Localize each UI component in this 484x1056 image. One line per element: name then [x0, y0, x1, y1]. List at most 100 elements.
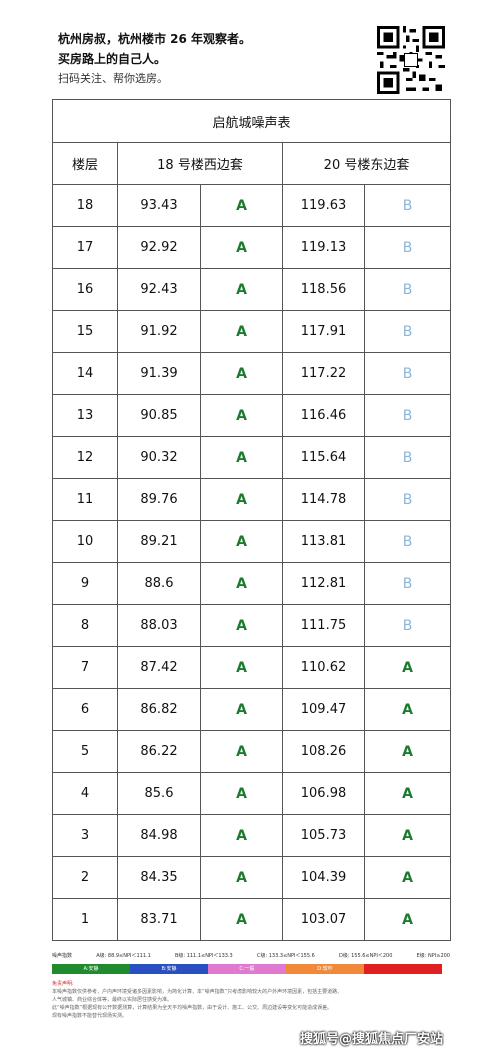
b20-grade-cell: B — [363, 310, 452, 353]
floor-cell: 4 — [52, 772, 118, 815]
b18-value-cell: 90.85 — [117, 394, 201, 437]
qr-code-icon[interactable] — [377, 26, 445, 94]
b20-value-cell: 117.91 — [282, 310, 365, 353]
b20-value-cell: 111.75 — [282, 604, 365, 647]
table-row: 11 89.76 A 114.78 B — [52, 478, 452, 521]
header-text: 杭州房叔，杭州楼市 26 年观察者。 买房路上的自己人。 扫码关注、帮你选房。 — [58, 30, 358, 87]
b20-value-cell: 112.81 — [282, 562, 365, 605]
legend-label: 噪声指数 — [52, 953, 73, 959]
b18-grade-cell: A — [200, 394, 283, 437]
disclaimer-line: 此“噪声指数”根据现有公开数据测算，计算结果为全天平均噪声指数，由于设计、施工、… — [52, 1005, 333, 1011]
b20-value-cell: 115.64 — [282, 436, 365, 479]
floor-cell: 7 — [52, 646, 118, 689]
header-floor: 楼层 — [52, 142, 118, 185]
header-line-2: 买房路上的自己人。 — [58, 52, 167, 66]
floor-cell: 14 — [52, 352, 118, 395]
grade-color-segment: D:较吵 — [286, 964, 364, 974]
floor-cell: 10 — [52, 520, 118, 563]
b18-grade-cell: A — [200, 772, 283, 815]
grade-color-segment — [364, 964, 442, 974]
floor-cell: 17 — [52, 226, 118, 269]
header-building-20: 20 号楼东边套 — [281, 142, 452, 185]
floor-cell: 16 — [52, 268, 118, 311]
b18-grade-cell: A — [200, 604, 283, 647]
b18-grade-cell: A — [200, 310, 283, 353]
b20-grade-cell: B — [363, 394, 452, 437]
b20-grade-cell: A — [363, 688, 452, 731]
b18-grade-cell: A — [200, 562, 283, 605]
b18-grade-cell: A — [200, 226, 283, 269]
table-row: 4 85.6 A 106.98 A — [52, 772, 452, 815]
b20-grade-cell: B — [363, 436, 452, 479]
b20-value-cell: 118.56 — [282, 268, 365, 311]
b18-grade-cell: A — [200, 814, 283, 857]
disclaimer-line: 本噪声指数仅供参考，户内声环境受诸多因素影响，为简化计算，本“噪声指数”只考虑影… — [52, 989, 343, 995]
b18-grade-cell: A — [200, 856, 283, 899]
disclaimer-line: 现有噪声指数不能替代现场实测。 — [52, 1013, 128, 1019]
b20-value-cell: 113.81 — [282, 520, 365, 563]
b18-value-cell: 88.03 — [117, 604, 201, 647]
b18-grade-cell: A — [200, 268, 283, 311]
b18-value-cell: 93.43 — [117, 184, 201, 227]
table-row: 2 84.35 A 104.39 A — [52, 856, 452, 899]
b20-value-cell: 117.22 — [282, 352, 365, 395]
table-row: 12 90.32 A 115.64 B — [52, 436, 452, 479]
legend-item: C级: 133.3≤NPI＜155.6 — [256, 953, 315, 959]
header-line-1: 杭州房叔，杭州楼市 26 年观察者。 — [58, 32, 252, 46]
b18-grade-cell: A — [200, 688, 283, 731]
disclaimer-line: 人气城镇、商业综合体等，最终以实际居住感受为准。 — [52, 997, 173, 1003]
table-row: 6 86.82 A 109.47 A — [52, 688, 452, 731]
b18-value-cell: 89.76 — [117, 478, 201, 521]
table-row: 14 91.39 A 117.22 B — [52, 352, 452, 395]
b18-grade-cell: A — [200, 436, 283, 479]
b18-value-cell: 92.43 — [117, 268, 201, 311]
b18-grade-cell: A — [200, 478, 283, 521]
b20-grade-cell: A — [363, 646, 452, 689]
b20-value-cell: 109.47 — [282, 688, 365, 731]
header-line-3: 扫码关注、帮你选房。 — [58, 72, 168, 85]
legend-item: E级: NPI≥200 — [416, 953, 450, 959]
b20-grade-cell: A — [363, 856, 452, 899]
floor-cell: 15 — [52, 310, 118, 353]
b20-grade-cell: A — [363, 814, 452, 857]
b20-grade-cell: B — [363, 604, 452, 647]
b20-value-cell: 105.73 — [282, 814, 365, 857]
floor-cell: 5 — [52, 730, 118, 773]
b18-value-cell: 86.22 — [117, 730, 201, 773]
grade-color-bar: A:安静 B:安静 C:一般 D:较吵 — [52, 964, 442, 974]
b18-value-cell: 83.71 — [117, 898, 201, 941]
b20-value-cell: 103.07 — [282, 898, 365, 941]
table-title: 启航城噪声表 — [51, 99, 452, 143]
header-building-18: 18 号楼西边套 — [117, 142, 283, 185]
b20-grade-cell: A — [363, 898, 452, 941]
b20-grade-cell: B — [363, 562, 452, 605]
disclaimer: 免责声明: 本噪声指数仅供参考，户内声环境受诸多因素影响，为简化计算，本“噪声指… — [52, 980, 450, 1020]
table-row: 9 88.6 A 112.81 B — [52, 562, 452, 605]
table-row: 7 87.42 A 110.62 A — [52, 646, 452, 689]
floor-cell: 6 — [52, 688, 118, 731]
b20-grade-cell: B — [363, 352, 452, 395]
floor-cell: 3 — [52, 814, 118, 857]
b20-grade-cell: B — [363, 268, 452, 311]
floor-cell: 2 — [52, 856, 118, 899]
legend-item: B级: 111.1≤NPI＜133.3 — [174, 953, 233, 959]
grade-color-segment: B:安静 — [130, 964, 208, 974]
b20-value-cell: 104.39 — [282, 856, 365, 899]
b20-value-cell: 108.26 — [282, 730, 365, 773]
floor-cell: 12 — [52, 436, 118, 479]
b20-grade-cell: B — [363, 226, 452, 269]
b20-grade-cell: A — [363, 772, 452, 815]
floor-cell: 13 — [52, 394, 118, 437]
b18-value-cell: 88.6 — [117, 562, 201, 605]
b18-value-cell: 89.21 — [117, 520, 201, 563]
b18-grade-cell: A — [200, 352, 283, 395]
b18-grade-cell: A — [200, 520, 283, 563]
table-row: 8 88.03 A 111.75 B — [52, 604, 452, 647]
b18-value-cell: 91.92 — [117, 310, 201, 353]
table-row: 10 89.21 A 113.81 B — [52, 520, 452, 563]
table-row: 17 92.92 A 119.13 B — [52, 226, 452, 269]
b18-value-cell: 84.35 — [117, 856, 201, 899]
b20-value-cell: 116.46 — [282, 394, 365, 437]
table-row: 13 90.85 A 116.46 B — [52, 394, 452, 437]
grade-color-segment: A:安静 — [52, 964, 130, 974]
